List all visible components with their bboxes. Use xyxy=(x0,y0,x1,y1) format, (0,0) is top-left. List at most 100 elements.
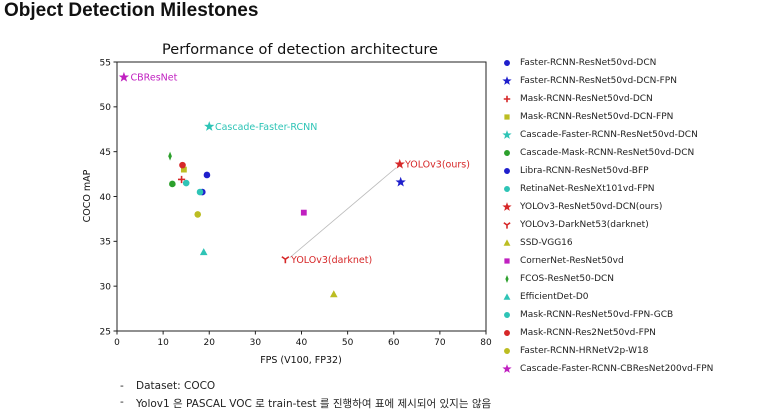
data-point xyxy=(179,161,186,169)
notes-list: - Dataset: COCO - Yolov1 은 PASCAL VOC 로 … xyxy=(120,380,491,412)
data-point xyxy=(300,209,307,216)
legend-marker-shape xyxy=(503,239,511,246)
note-text: Dataset: COCO xyxy=(136,380,216,392)
data-point xyxy=(196,188,204,196)
legend-marker-shape xyxy=(504,330,510,336)
data-point xyxy=(204,121,215,131)
legend-label: Cascade-Faster-RCNN-CBResNet200vd-FPN xyxy=(520,364,714,374)
legend-item: Faster-RCNN-ResNet50vd-DCN-FPN xyxy=(500,74,677,88)
legend-marker xyxy=(503,293,511,300)
page-title: Object Detection Milestones xyxy=(4,0,259,21)
x-tick-label: 50 xyxy=(342,338,354,348)
legend-marker-shape xyxy=(504,114,510,120)
x-tick-label: 20 xyxy=(204,338,216,348)
legend-marker-shape xyxy=(502,202,512,211)
legend-item: Mask-RCNN-ResNet50vd-DCN-FPN xyxy=(500,110,673,124)
x-tick-label: 0 xyxy=(114,338,120,348)
data-point xyxy=(194,211,202,218)
legend-label: SSD-VGG16 xyxy=(520,238,573,248)
legend-marker xyxy=(504,312,510,318)
legend-item: CornerNet-ResNet50vd xyxy=(500,254,624,268)
data-point xyxy=(118,71,130,82)
legend-marker xyxy=(504,168,510,174)
x-tick-label: 80 xyxy=(480,338,492,348)
y-tick-label: 45 xyxy=(100,148,111,158)
legend-item: RetinaNet-ResNeXt101vd-FPN xyxy=(500,182,655,196)
data-point xyxy=(199,248,208,256)
note-text: Yolov1 은 PASCAL VOC 로 train-test 를 진행하여 … xyxy=(136,398,492,410)
legend-item: YOLOv3-DarkNet53(darknet) xyxy=(500,218,649,232)
legend-marker xyxy=(503,239,511,246)
plot-frame xyxy=(116,61,487,332)
data-point xyxy=(281,256,290,264)
legend-item: Mask-RCNN-ResNet50vd-DCN xyxy=(500,92,653,106)
legend-marker xyxy=(504,258,510,264)
legend-marker-shape xyxy=(504,186,510,192)
data-point xyxy=(329,290,338,298)
legend-marker-shape xyxy=(503,222,511,229)
legend-marker-shape xyxy=(504,168,510,174)
legend-marker xyxy=(504,60,510,66)
legend-label: FCOS-ResNet50-DCN xyxy=(520,274,615,284)
y-tick-label: 55 xyxy=(100,58,111,68)
legend-marker xyxy=(504,330,510,336)
x-tick-label: 40 xyxy=(296,338,308,348)
y-tick-label: 50 xyxy=(100,103,112,113)
legend-label: Faster-RCNN-ResNet50vd-DCN xyxy=(520,58,657,68)
y-axis-label: COCO mAP xyxy=(82,169,93,222)
legend-item: Faster-RCNN-HRNetV2p-W18 xyxy=(500,344,648,358)
chart-title: Performance of detection architecture xyxy=(162,42,438,58)
note-item: - Yolov1 은 PASCAL VOC 로 train-test 를 진행하… xyxy=(120,396,491,412)
legend-item: Faster-RCNN-ResNet50vd-DCN xyxy=(500,56,656,70)
data-point xyxy=(182,179,190,187)
legend-marker-shape xyxy=(502,76,512,85)
legend-item: EfficientDet-D0 xyxy=(500,290,589,304)
legend-marker xyxy=(503,222,511,229)
annotation-connector xyxy=(289,167,397,258)
legend-label: Cascade-Faster-RCNN-ResNet50vd-DCN xyxy=(520,130,698,140)
data-point xyxy=(203,171,211,179)
legend-label: Mask-RCNN-ResNet50vd-DCN xyxy=(520,94,653,104)
legend-marker-shape xyxy=(504,348,510,354)
data-annotation: Cascade-Faster-RCNN xyxy=(215,122,317,133)
x-axis-label: FPS (V100, FP32) xyxy=(260,355,342,366)
legend-marker xyxy=(502,364,512,373)
legend-label: Faster-RCNN-HRNetV2p-W18 xyxy=(520,346,649,356)
legend-item: Cascade-Faster-RCNN-ResNet50vd-DCN xyxy=(500,128,698,142)
y-tick-label: 25 xyxy=(100,327,111,337)
legend-marker xyxy=(502,130,512,139)
legend-item: Libra-RCNN-ResNet50vd-BFP xyxy=(500,164,649,178)
legend-item: FCOS-ResNet50-DCN xyxy=(500,272,614,286)
note-item: - Dataset: COCO xyxy=(120,380,491,396)
legend-item: YOLOv3-ResNet50vd-DCN(ours) xyxy=(500,200,662,214)
legend-item: SSD-VGG16 xyxy=(500,236,573,250)
scatter-chart: Performance of detection architecture 0 1… xyxy=(82,42,492,366)
legend-label: YOLOv3-DarkNet53(darknet) xyxy=(520,220,649,230)
y-tick-label: 35 xyxy=(100,238,111,248)
legend-marker xyxy=(503,95,511,103)
legend-marker xyxy=(504,150,510,156)
x-tick-label: 70 xyxy=(434,338,446,348)
legend-marker xyxy=(505,274,509,284)
legend-marker-shape xyxy=(505,274,509,284)
legend-marker xyxy=(502,202,512,211)
legend-marker-shape xyxy=(504,150,510,156)
legend-marker xyxy=(504,348,510,354)
x-tick-label: 10 xyxy=(157,338,169,348)
legend-marker xyxy=(502,76,512,85)
legend-label: Mask-RCNN-ResNet50vd-FPN-GCB xyxy=(520,310,674,320)
legend-label: Mask-RCNN-Res2Net50vd-FPN xyxy=(520,328,656,338)
legend-marker-shape xyxy=(502,130,512,139)
legend-label: Libra-RCNN-ResNet50vd-BFP xyxy=(520,166,649,176)
data-point xyxy=(180,166,187,173)
x-tick-label: 60 xyxy=(388,338,400,348)
y-tick-label: 40 xyxy=(100,193,112,203)
legend-label: YOLOv3-ResNet50vd-DCN(ours) xyxy=(520,202,663,212)
legend-marker-shape xyxy=(504,258,510,264)
data-annotation: YOLOv3(darknet) xyxy=(290,255,372,266)
legend-label: CornerNet-ResNet50vd xyxy=(520,256,624,266)
data-point xyxy=(394,158,405,169)
y-tick-label: 30 xyxy=(100,282,112,292)
data-point xyxy=(177,175,186,184)
legend-label: Mask-RCNN-ResNet50vd-DCN-FPN xyxy=(520,112,674,122)
